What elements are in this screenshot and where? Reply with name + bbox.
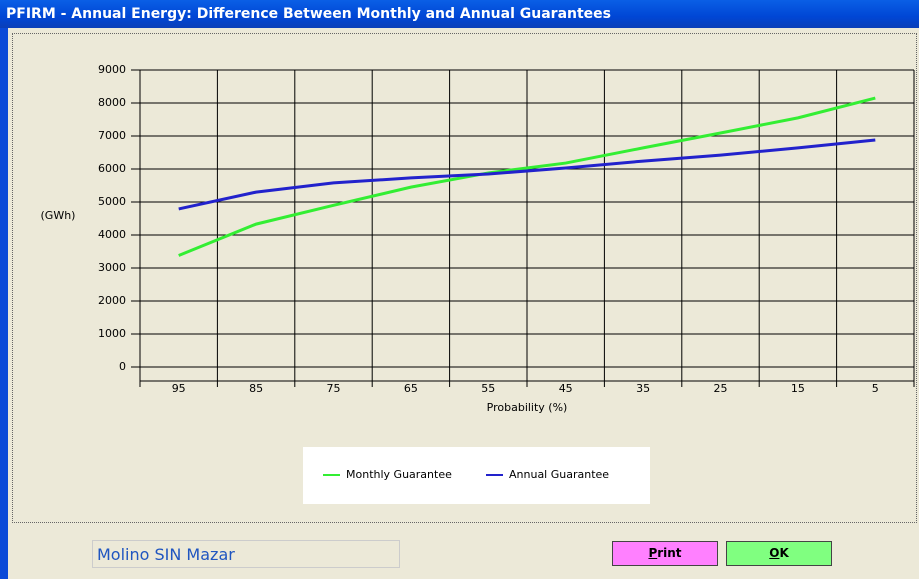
y-tick-label: 5000 bbox=[98, 195, 126, 208]
project-label: Molino SIN Mazar bbox=[92, 540, 400, 568]
y-tick-label: 9000 bbox=[98, 63, 126, 76]
ok-button[interactable]: OK bbox=[726, 541, 832, 566]
x-tick-label: 95 bbox=[172, 382, 186, 395]
x-tick-label: 85 bbox=[249, 382, 263, 395]
series-line bbox=[178, 138, 876, 211]
chart: (GWh) Probability (%) 0 1000 2000 3000 4000 5… bbox=[41, 63, 915, 504]
y-tick-label: 1000 bbox=[98, 327, 126, 340]
window-border bbox=[0, 28, 8, 579]
x-tick-label: 75 bbox=[327, 382, 341, 395]
legend-label: Monthly Guarantee bbox=[346, 468, 452, 481]
y-tick-label: 4000 bbox=[98, 228, 126, 241]
y-tick-label: 3000 bbox=[98, 261, 126, 274]
y-tick-label: 8000 bbox=[98, 96, 126, 109]
series-line bbox=[178, 96, 876, 257]
chart-panel bbox=[12, 33, 917, 523]
window-title: PFIRM - Annual Energy: Difference Betwee… bbox=[0, 0, 919, 28]
x-tick-label: 5 bbox=[872, 382, 879, 395]
x-tick-label: 25 bbox=[714, 382, 728, 395]
print-button[interactable]: Print bbox=[612, 541, 718, 566]
y-tick-label: 2000 bbox=[98, 294, 126, 307]
legend-label: Annual Guarantee bbox=[509, 468, 609, 481]
x-tick-label: 45 bbox=[559, 382, 573, 395]
legend-box bbox=[303, 447, 650, 504]
x-axis-label: Probability (%) bbox=[487, 401, 568, 414]
x-tick-label: 55 bbox=[481, 382, 495, 395]
x-tick-label: 65 bbox=[404, 382, 418, 395]
x-tick-label: 35 bbox=[636, 382, 650, 395]
y-tick-label: 7000 bbox=[98, 129, 126, 142]
x-tick-label: 15 bbox=[791, 382, 805, 395]
y-tick-label: 6000 bbox=[98, 162, 126, 175]
y-tick-label: 0 bbox=[119, 360, 126, 373]
y-axis-label: (GWh) bbox=[41, 209, 76, 222]
